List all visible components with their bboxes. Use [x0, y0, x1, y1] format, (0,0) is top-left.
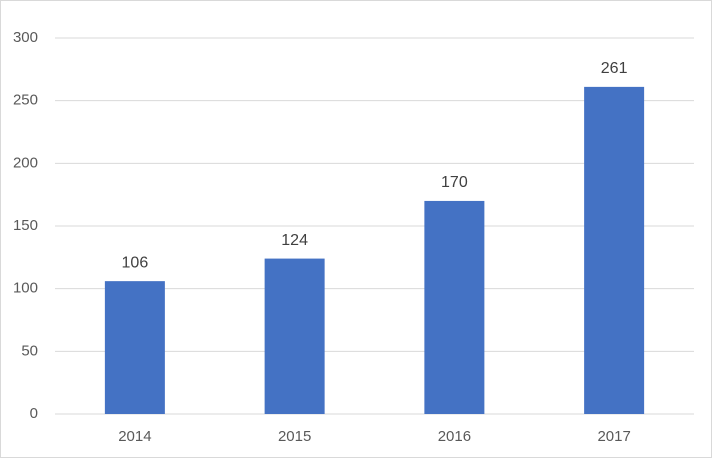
y-tick-label: 200 — [13, 154, 38, 171]
x-tick-label: 2015 — [278, 428, 311, 445]
x-tick-label: 2016 — [438, 428, 471, 445]
data-label: 261 — [601, 60, 628, 77]
x-tick-label: 2017 — [597, 428, 630, 445]
y-tick-label: 150 — [13, 217, 38, 234]
data-label: 106 — [122, 254, 149, 271]
data-label: 170 — [441, 174, 468, 191]
bar — [424, 200, 485, 414]
y-tick-label: 50 — [21, 342, 38, 359]
y-tick-label: 0 — [30, 405, 38, 422]
bar — [264, 258, 325, 414]
y-tick-label: 250 — [13, 92, 38, 109]
data-label: 124 — [281, 232, 308, 249]
y-tick-label: 300 — [13, 29, 38, 46]
x-tick-label: 2014 — [118, 428, 151, 445]
bar — [104, 281, 165, 414]
bar — [584, 86, 645, 414]
y-tick-label: 100 — [13, 280, 38, 297]
